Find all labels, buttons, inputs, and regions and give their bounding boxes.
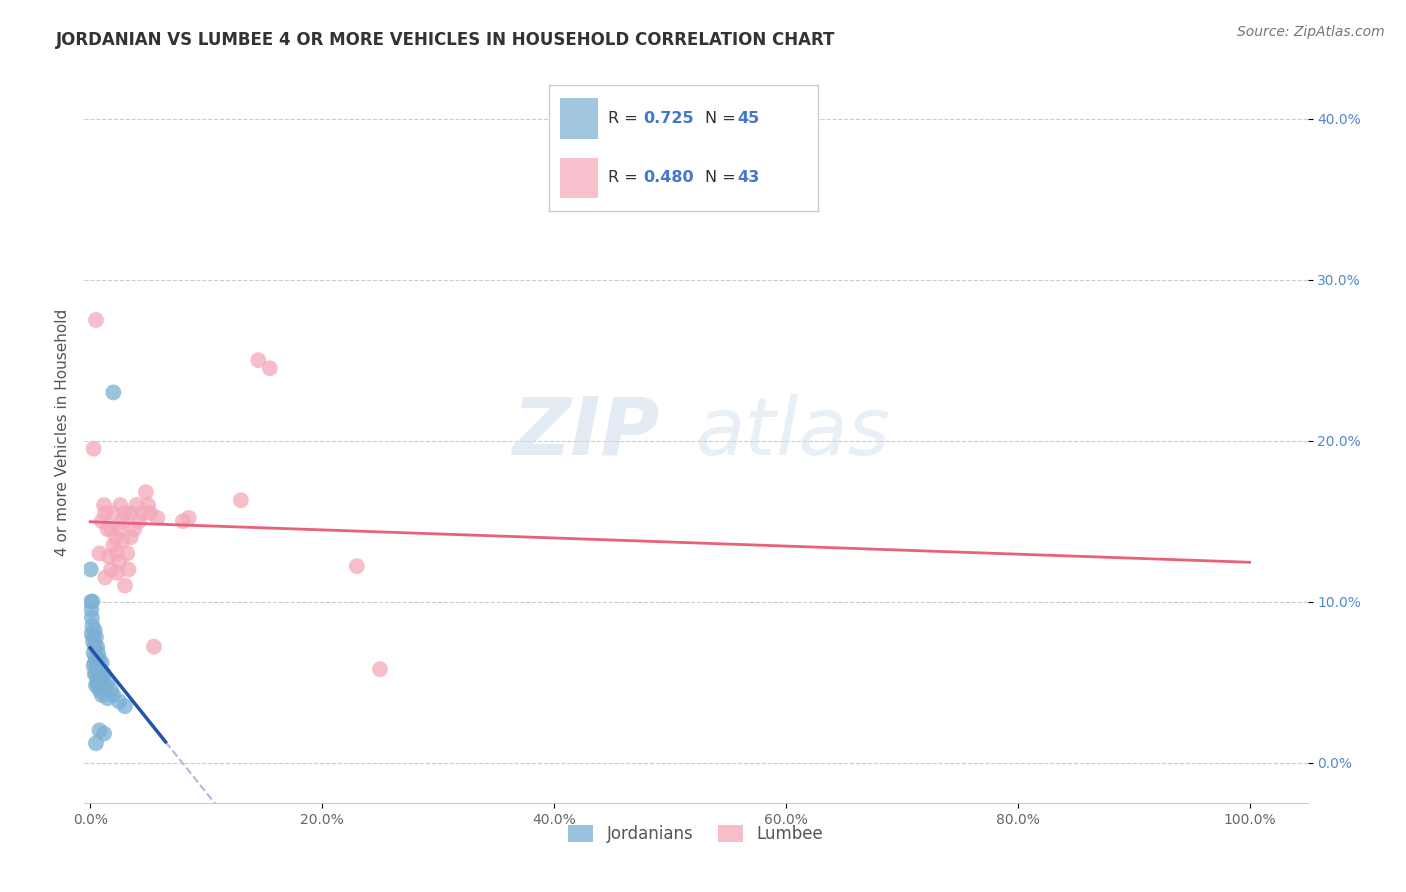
Point bbox=[89, 667, 111, 681]
Point bbox=[100, 522, 122, 536]
Point bbox=[97, 549, 120, 564]
Point bbox=[108, 554, 131, 568]
Point bbox=[172, 514, 194, 528]
Point bbox=[142, 640, 165, 654]
Point bbox=[108, 522, 131, 536]
Point bbox=[90, 656, 112, 670]
Point bbox=[103, 506, 125, 520]
Point bbox=[346, 559, 368, 574]
Point bbox=[90, 678, 112, 692]
Point bbox=[80, 594, 103, 608]
Point bbox=[84, 651, 107, 665]
Point bbox=[136, 498, 159, 512]
Text: ZIP: ZIP bbox=[512, 393, 659, 472]
Point bbox=[87, 646, 110, 660]
Point bbox=[108, 694, 131, 708]
Point bbox=[104, 530, 127, 544]
Point bbox=[94, 506, 117, 520]
Point bbox=[229, 493, 252, 508]
Point bbox=[120, 530, 142, 544]
Point bbox=[93, 498, 115, 512]
Point bbox=[94, 678, 117, 692]
Point bbox=[105, 546, 128, 560]
Point bbox=[122, 522, 145, 536]
Point bbox=[103, 385, 125, 400]
Point bbox=[84, 678, 107, 692]
Point bbox=[146, 511, 169, 525]
Text: JORDANIAN VS LUMBEE 4 OR MORE VEHICLES IN HOUSEHOLD CORRELATION CHART: JORDANIAN VS LUMBEE 4 OR MORE VEHICLES I… bbox=[56, 31, 835, 49]
Point bbox=[90, 672, 112, 686]
Point bbox=[83, 667, 105, 681]
Point bbox=[96, 675, 118, 690]
Point bbox=[86, 659, 108, 673]
Point bbox=[80, 610, 103, 624]
Point bbox=[100, 683, 122, 698]
Point bbox=[84, 736, 107, 750]
Y-axis label: 4 or more Vehicles in Household: 4 or more Vehicles in Household bbox=[55, 309, 70, 557]
Point bbox=[89, 652, 111, 666]
Point bbox=[90, 514, 112, 528]
Point bbox=[90, 688, 112, 702]
Point bbox=[89, 723, 111, 738]
Point bbox=[105, 566, 128, 580]
Point bbox=[93, 726, 115, 740]
Point bbox=[84, 667, 107, 681]
Point bbox=[103, 538, 125, 552]
Point bbox=[114, 699, 136, 714]
Point bbox=[368, 662, 391, 676]
Point bbox=[114, 506, 136, 520]
Point bbox=[82, 619, 104, 633]
Point bbox=[82, 594, 104, 608]
Point bbox=[87, 678, 110, 692]
Point bbox=[93, 667, 115, 681]
Point bbox=[177, 511, 200, 525]
Point bbox=[100, 562, 122, 576]
Point bbox=[83, 624, 105, 638]
Point bbox=[96, 691, 118, 706]
Point bbox=[87, 662, 110, 676]
Point bbox=[117, 546, 139, 560]
Point bbox=[83, 640, 105, 654]
Point bbox=[84, 630, 107, 644]
Point bbox=[135, 485, 157, 500]
Legend: Jordanians, Lumbee: Jordanians, Lumbee bbox=[562, 819, 830, 850]
Point bbox=[86, 640, 108, 654]
Point bbox=[117, 562, 139, 576]
Point bbox=[86, 675, 108, 690]
Point bbox=[80, 602, 103, 616]
Point bbox=[89, 683, 111, 698]
Point bbox=[259, 361, 281, 376]
Point bbox=[128, 514, 150, 528]
Point bbox=[83, 656, 105, 670]
Point bbox=[110, 498, 132, 512]
Text: Source: ZipAtlas.com: Source: ZipAtlas.com bbox=[1237, 25, 1385, 39]
Point bbox=[139, 506, 162, 520]
Point bbox=[80, 562, 103, 576]
Point bbox=[131, 506, 153, 520]
Point bbox=[83, 630, 105, 644]
Point bbox=[247, 353, 270, 368]
Point bbox=[114, 578, 136, 592]
Point bbox=[82, 635, 104, 649]
Point bbox=[96, 522, 118, 536]
Point bbox=[111, 514, 134, 528]
Point bbox=[111, 533, 134, 548]
Point bbox=[125, 498, 148, 512]
Point bbox=[94, 570, 117, 584]
Point bbox=[83, 646, 105, 660]
Point bbox=[83, 659, 105, 673]
Point bbox=[90, 662, 112, 676]
Point bbox=[89, 546, 111, 560]
Point bbox=[83, 442, 105, 456]
Point bbox=[103, 688, 125, 702]
Text: atlas: atlas bbox=[696, 393, 891, 472]
Point bbox=[84, 313, 107, 327]
Point bbox=[80, 627, 103, 641]
Point bbox=[120, 506, 142, 520]
